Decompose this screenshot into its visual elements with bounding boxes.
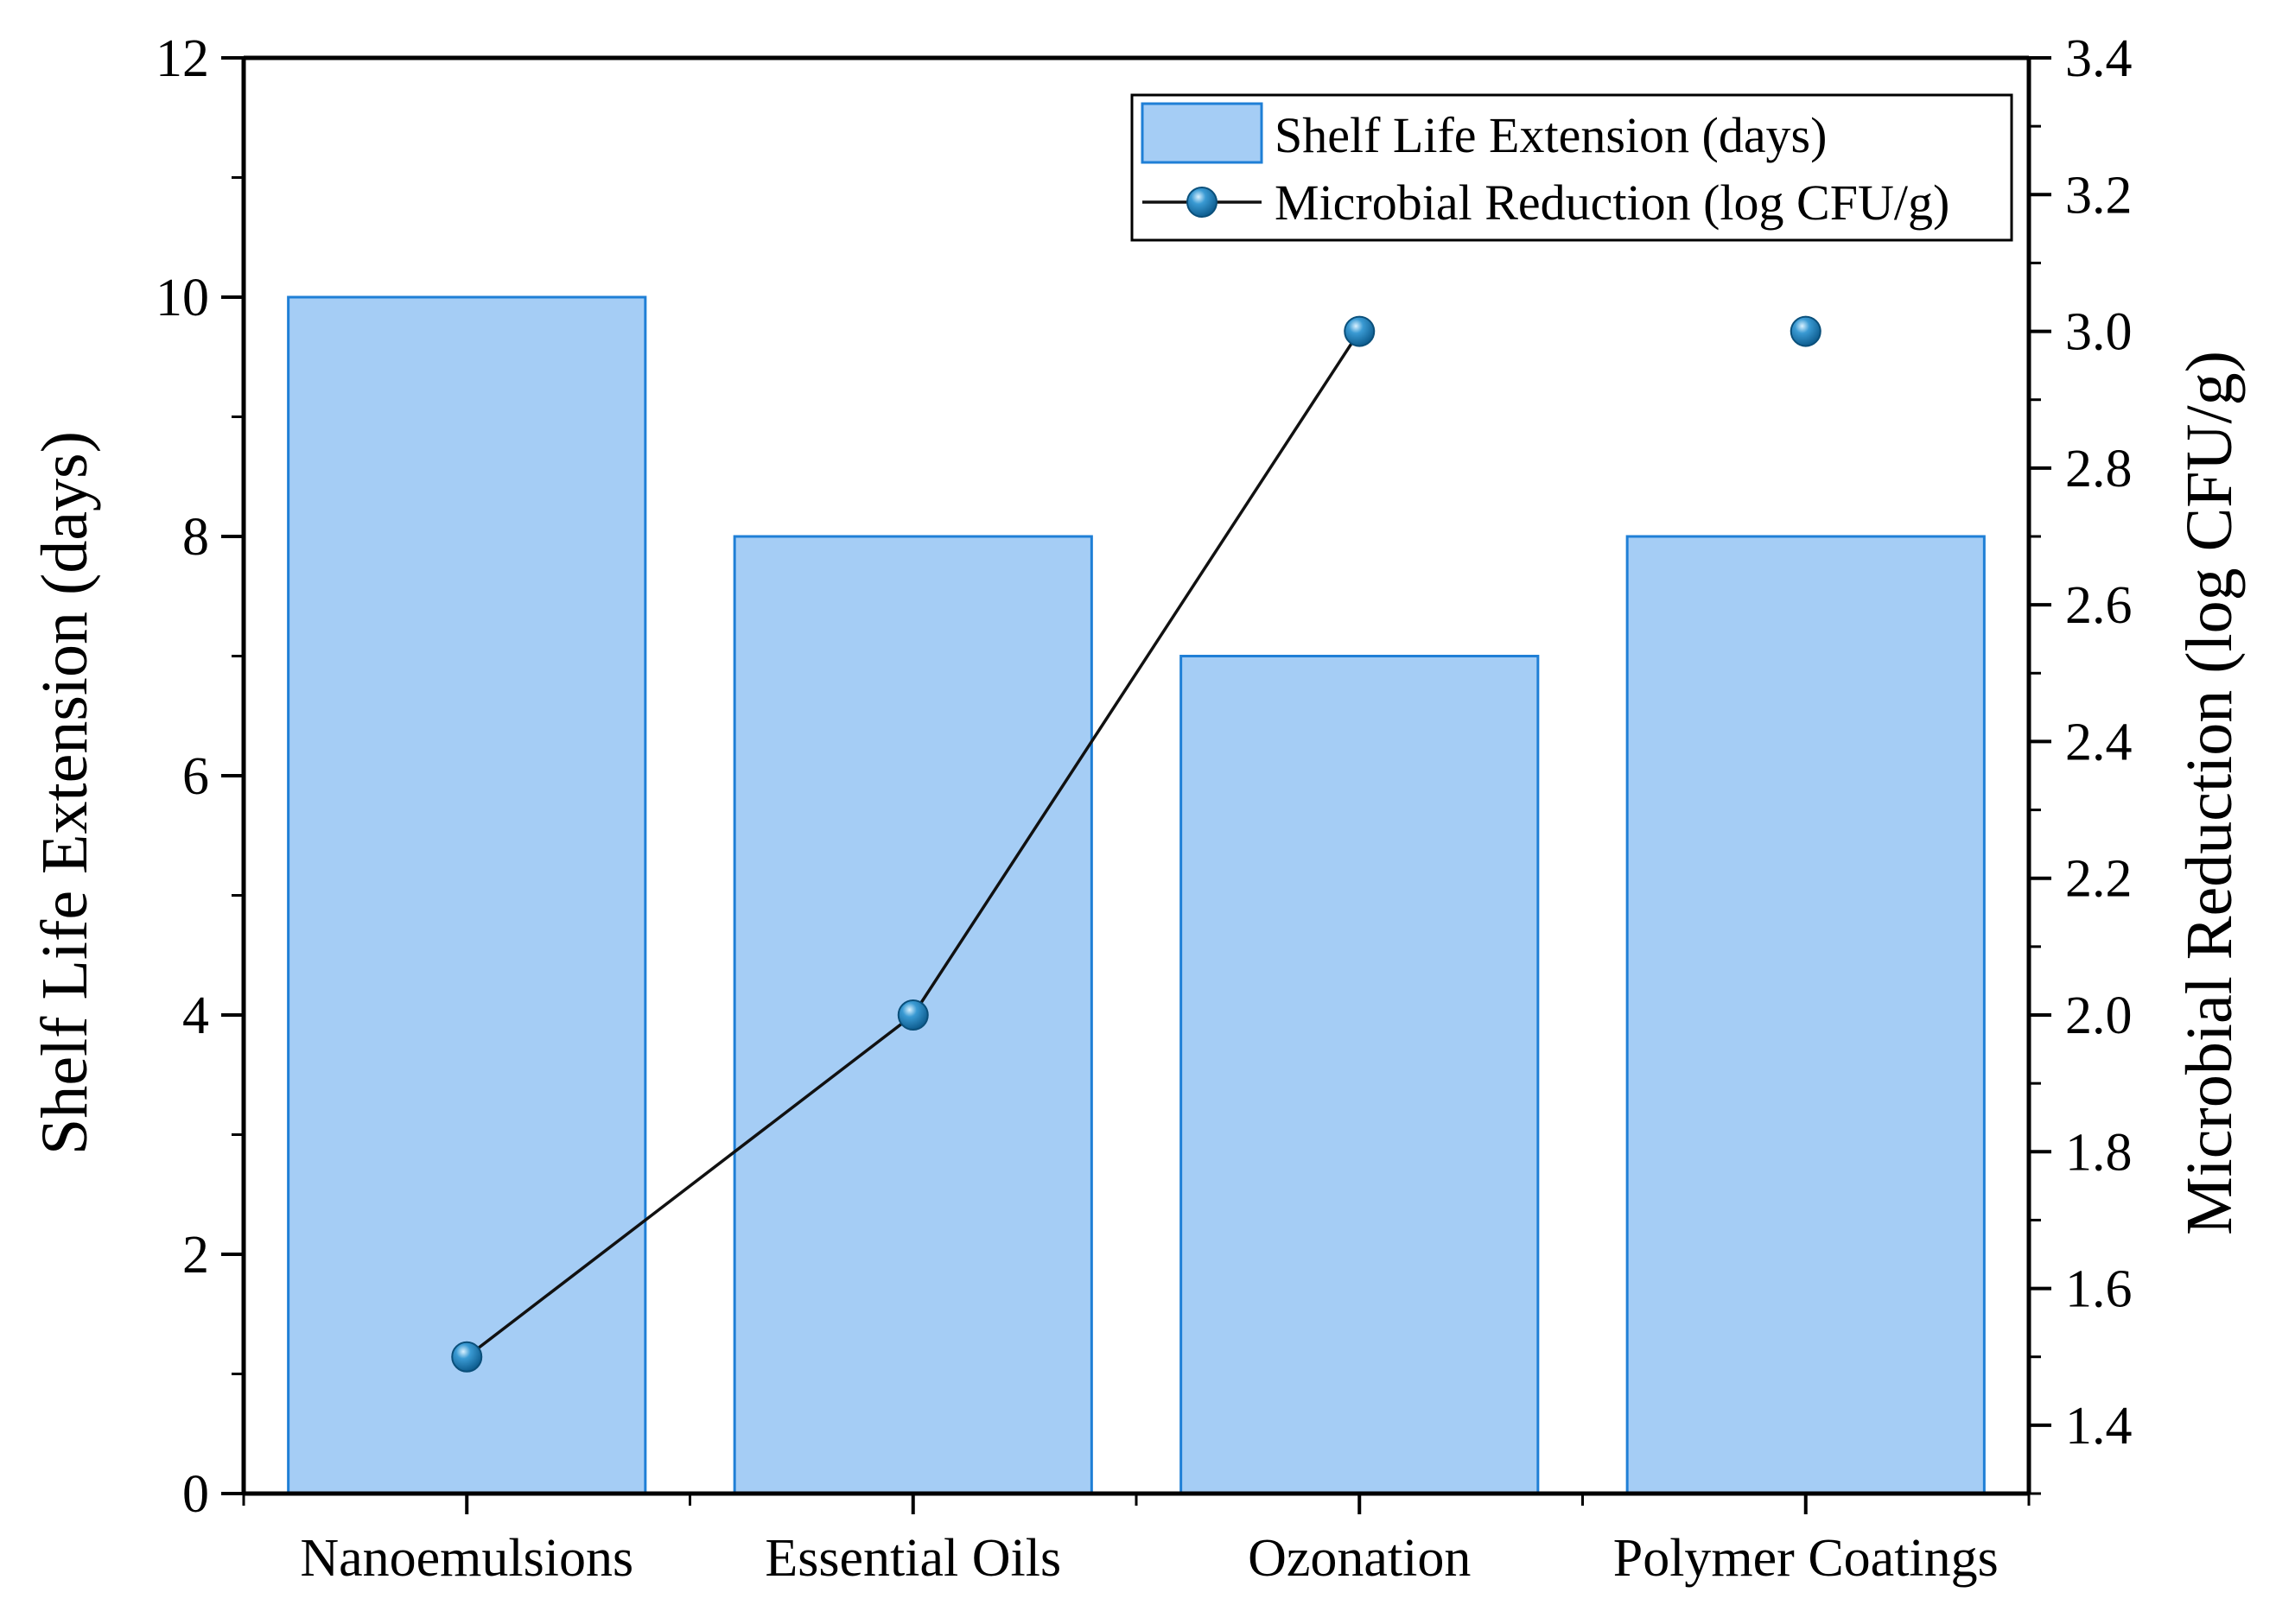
legend: Shelf Life Extension (days) Microbial Red… xyxy=(1130,93,2013,242)
marker-essential-oils xyxy=(897,999,929,1031)
legend-label-microbial: Microbial Reduction (log CFU/g) xyxy=(1275,174,1949,231)
line-layer xyxy=(451,315,1821,1373)
left-tick-label: 4 xyxy=(182,986,209,1045)
left-tick-label: 10 xyxy=(156,269,209,327)
right-tick-label: 2.0 xyxy=(2065,986,2133,1045)
legend-box xyxy=(1130,93,2013,242)
left-tick-label: 6 xyxy=(182,747,209,806)
right-tick-label: 3.0 xyxy=(2065,303,2133,362)
bar-polymer-coatings xyxy=(1625,535,1986,1495)
right-tick-label: 2.6 xyxy=(2065,576,2133,635)
category-label: Ozonation xyxy=(1248,1529,1471,1588)
right-tick-label: 2.8 xyxy=(2065,440,2133,498)
marker-polymer-coatings xyxy=(1790,315,1821,347)
right-tick-label: 3.4 xyxy=(2065,29,2133,88)
category-label: Polymer Coatings xyxy=(1613,1529,1999,1588)
left-tick-label: 12 xyxy=(156,29,209,88)
right-tick-label: 2.2 xyxy=(2065,850,2133,909)
legend-marker-swatch xyxy=(1186,187,1217,218)
right-tick-label: 2.4 xyxy=(2065,713,2133,771)
bar-ozonation xyxy=(1179,655,1540,1495)
category-label: Nanoemulsions xyxy=(300,1529,633,1588)
bar-layer xyxy=(287,295,1986,1495)
right-tick-label: 1.8 xyxy=(2065,1123,2133,1182)
right-tick-label: 1.6 xyxy=(2065,1260,2133,1319)
axes-layer: 0 2 4 6 8 10 12 1.4 1.6 1.8 2.0 2.2 2.4 2.6 2.8 3.0 3.2 3… xyxy=(29,29,2246,1588)
marker-ozonation xyxy=(1344,315,1376,347)
legend-bar-swatch xyxy=(1141,102,1263,164)
marker-nanoemulsions xyxy=(451,1341,483,1373)
left-tick-label: 0 xyxy=(182,1465,209,1524)
left-axis-title: Shelf Life Extension (days) xyxy=(29,431,101,1155)
legend-label-shelf-life: Shelf Life Extension (days) xyxy=(1275,107,1827,163)
left-tick-label: 2 xyxy=(182,1226,209,1285)
right-tick-label: 3.2 xyxy=(2065,166,2133,225)
right-axis-title: Microbial Reduction (log CFU/g) xyxy=(2173,351,2246,1235)
right-tick-label: 1.4 xyxy=(2065,1397,2133,1456)
left-tick-label: 8 xyxy=(182,508,209,567)
category-label: Essential Oils xyxy=(765,1529,1061,1588)
bar-nanoemulsions xyxy=(287,295,647,1495)
